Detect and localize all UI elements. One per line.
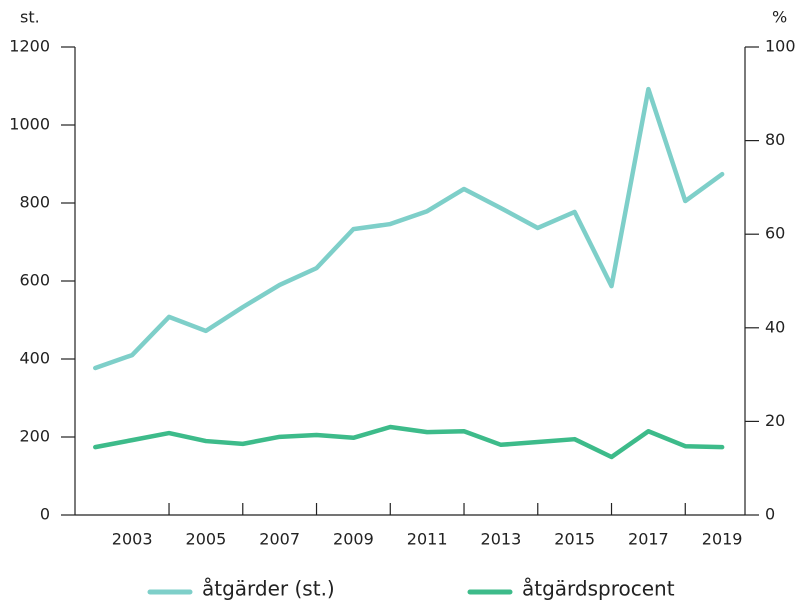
x-tick-label: 2015 [554, 530, 595, 549]
y2-tick-label: 100 [765, 37, 796, 56]
x-tick-label: 2017 [628, 530, 669, 549]
y-tick-label: 200 [19, 427, 50, 446]
x-tick-label: 2011 [407, 530, 448, 549]
y-tick-label: 800 [19, 193, 50, 212]
x-tick-label: 2007 [259, 530, 300, 549]
y-tick-label: 400 [19, 349, 50, 368]
y-tick-label: 1200 [9, 37, 50, 56]
legend-label: åtgärder (st.) [202, 577, 335, 601]
x-tick-label: 2013 [481, 530, 522, 549]
series-line [93, 86, 725, 371]
x-tick-label: 2003 [112, 530, 153, 549]
y2-tick-label: 40 [765, 317, 785, 336]
y2-tick-label: 60 [765, 224, 785, 243]
y-tick-label: 1000 [9, 115, 50, 134]
y-tick-label: 600 [19, 271, 50, 290]
x-tick-label: 2019 [702, 530, 743, 549]
y-tick-label: 0 [40, 505, 50, 524]
y2-axis-label: % [772, 8, 787, 27]
legend-label: åtgärdsprocent [522, 577, 675, 601]
x-tick-label: 2009 [333, 530, 374, 549]
y2-tick-label: 80 [765, 130, 785, 149]
y-axis-label: st. [20, 8, 40, 27]
y2-tick-label: 0 [765, 505, 775, 524]
y2-tick-label: 20 [765, 411, 785, 430]
series-line [93, 424, 725, 460]
x-tick-label: 2005 [186, 530, 227, 549]
